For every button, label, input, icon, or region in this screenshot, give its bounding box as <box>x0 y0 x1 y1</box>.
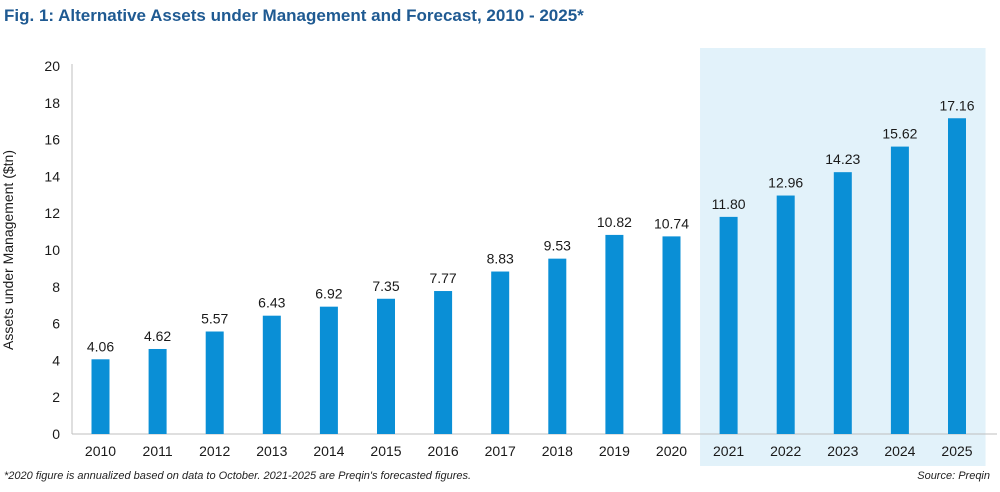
x-tick-label: 2019 <box>599 443 630 459</box>
x-tick-label: 2023 <box>827 443 858 459</box>
data-label: 7.35 <box>372 278 399 294</box>
bar <box>948 118 966 435</box>
y-tick-label: 6 <box>52 316 60 332</box>
x-tick-label: 2017 <box>485 443 516 459</box>
bar <box>605 234 624 434</box>
data-label: 5.57 <box>201 311 228 327</box>
data-label: 9.53 <box>544 238 571 254</box>
x-tick-label: 2015 <box>370 443 401 459</box>
bar <box>148 348 167 434</box>
y-tick-label: 18 <box>44 95 60 111</box>
bar <box>776 195 795 434</box>
x-tick-label: 2013 <box>256 443 287 459</box>
data-label: 6.43 <box>258 295 285 311</box>
bar <box>833 172 852 434</box>
data-label: 15.62 <box>882 126 917 142</box>
source-note: Source: Preqin <box>917 470 990 482</box>
y-tick-label: 4 <box>52 352 60 368</box>
data-label: 7.77 <box>429 270 456 286</box>
x-tick-label: 2014 <box>313 443 344 459</box>
y-axis-label: Assets under Management ($tn) <box>0 150 16 350</box>
x-tick-label: 2016 <box>428 443 459 459</box>
footnote: *2020 figure is annualized based on data… <box>4 470 472 482</box>
data-label: 14.23 <box>825 151 860 167</box>
x-tick-label: 2011 <box>143 443 173 459</box>
data-label: 11.80 <box>712 196 746 212</box>
bar <box>719 216 738 434</box>
data-label: 4.06 <box>87 338 114 354</box>
bar <box>377 298 395 434</box>
y-axis-ticks: 0 2 4 6 8 10 12 14 16 18 20 <box>44 58 60 442</box>
x-tick-label: 2010 <box>85 443 116 459</box>
data-label: 6.92 <box>315 286 342 302</box>
bar <box>205 331 224 434</box>
bar <box>662 236 681 434</box>
x-tick-label: 2022 <box>770 443 801 459</box>
bar <box>548 258 567 434</box>
data-label: 8.83 <box>487 251 514 267</box>
x-tick-label: 2020 <box>656 443 687 459</box>
y-tick-label: 14 <box>44 168 60 184</box>
data-label: 4.62 <box>144 328 171 344</box>
x-tick-label: 2021 <box>713 443 744 459</box>
x-axis-ticks: 2010 2011 2012 2013 2014 2015 2016 2017 2018 2019… <box>85 443 973 459</box>
x-tick-label: 2012 <box>199 443 230 459</box>
bar <box>91 359 110 434</box>
y-tick-label: 10 <box>44 242 60 258</box>
bar <box>890 146 909 435</box>
y-tick-label: 2 <box>52 389 60 405</box>
bar <box>262 315 281 434</box>
bars-group <box>91 118 966 435</box>
x-tick-label: 2025 <box>941 443 972 459</box>
bar <box>434 291 453 434</box>
bar <box>491 271 510 434</box>
y-tick-label: 12 <box>44 205 60 221</box>
data-labels-group: 4.06 4.62 5.57 6.43 6.92 7.35 7.77 8.83 9.53 10.8… <box>87 97 975 354</box>
y-tick-label: 8 <box>52 279 60 295</box>
y-tick-label: 16 <box>44 132 60 148</box>
data-label: 10.74 <box>654 215 689 231</box>
data-label: 17.16 <box>939 97 974 113</box>
y-tick-label: 20 <box>44 58 60 74</box>
chart-title: Fig. 1: Alternative Assets under Managem… <box>4 6 584 25</box>
data-label: 12.96 <box>768 175 803 191</box>
x-tick-label: 2018 <box>542 443 573 459</box>
bar <box>319 306 338 434</box>
x-tick-label: 2024 <box>884 443 915 459</box>
data-label: 10.82 <box>597 214 632 230</box>
y-tick-label: 0 <box>52 426 60 442</box>
